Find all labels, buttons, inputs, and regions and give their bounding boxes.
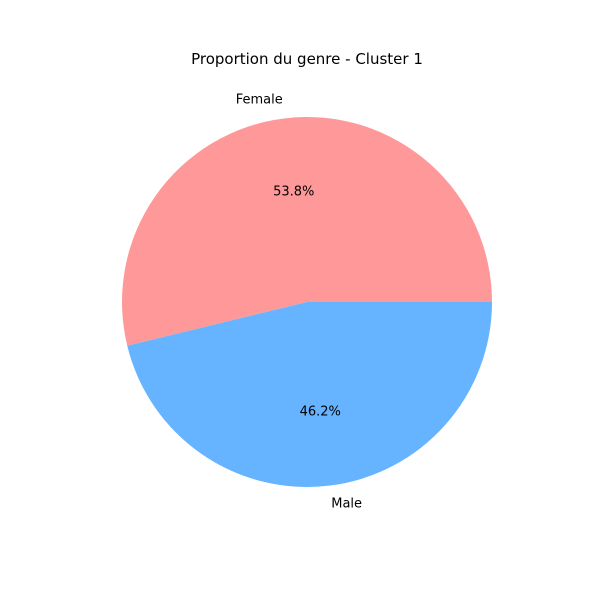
slice-percent-male: 46.2% (300, 405, 341, 420)
pie-slice-female (121, 117, 492, 346)
slice-percent-female: 53.8% (273, 184, 314, 199)
slice-label-male: Male (331, 497, 362, 512)
chart-title: Proportion du genre - Cluster 1 (191, 50, 423, 68)
pie-slice-male (127, 302, 493, 488)
pie-slices (121, 117, 493, 488)
pie-labels: Female 53.8% Male 46.2% (236, 92, 362, 511)
slice-label-female: Female (236, 92, 283, 107)
